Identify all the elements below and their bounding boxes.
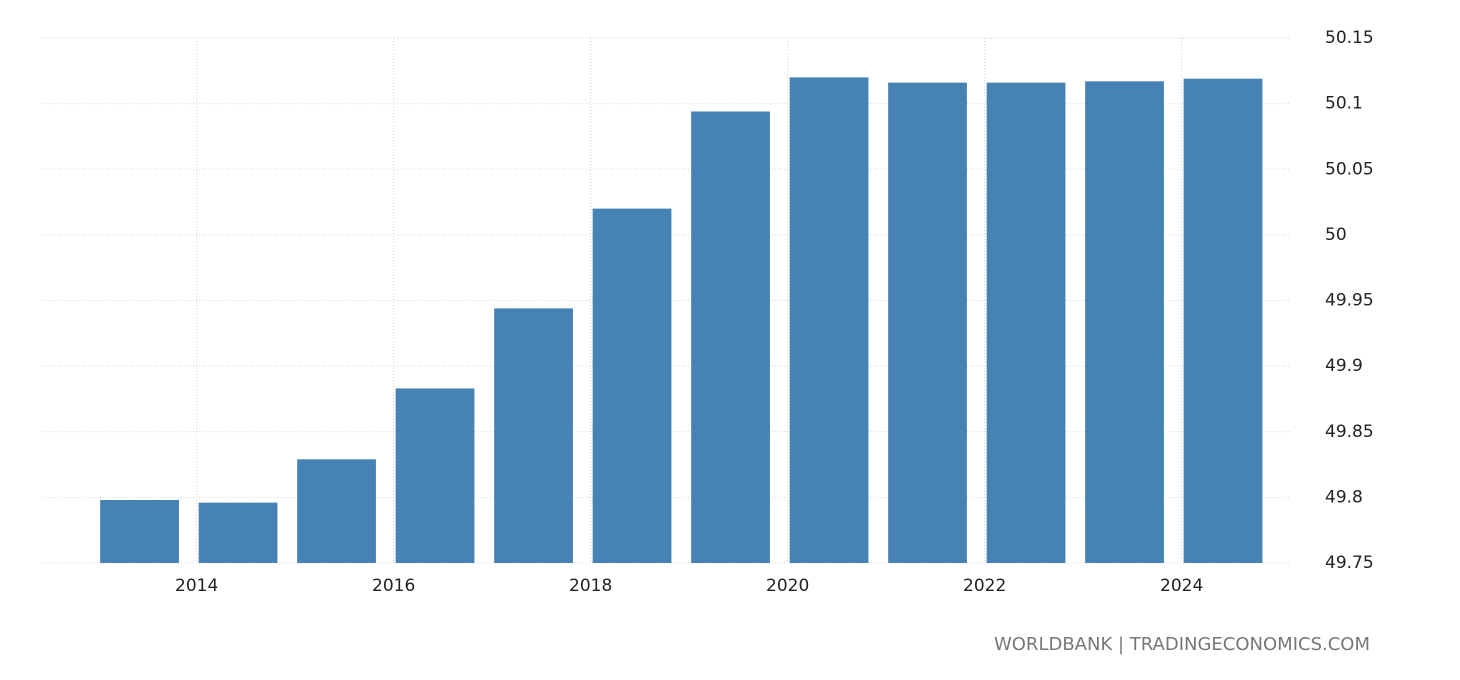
x-tick-label: 2022 [963,576,1006,596]
bar [1085,81,1164,563]
y-tick-label: 50 [1325,225,1347,245]
bar [592,208,672,563]
bar [789,77,869,563]
bar [100,500,179,563]
x-tick-label: 2016 [372,576,415,596]
bar [395,388,475,563]
y-tick-label: 49.95 [1325,291,1374,311]
x-tick-label: 2024 [1160,576,1203,596]
y-tick-label: 49.75 [1325,553,1374,573]
bar [198,502,278,563]
bar [297,459,376,563]
bar [986,82,1066,563]
y-tick-label: 49.85 [1325,422,1374,442]
y-tick-label: 49.8 [1325,487,1363,507]
bar [1183,78,1263,563]
y-tick-label: 50.1 [1325,94,1363,114]
bar [888,82,967,563]
bar [494,308,573,563]
bar [691,111,770,563]
y-tick-label: 50.15 [1325,28,1374,48]
x-tick-label: 2020 [766,576,809,596]
y-tick-label: 49.9 [1325,356,1363,376]
y-tick-label: 50.05 [1325,159,1374,179]
source: WORLDBANK | TRADINGECONOMICS.COM [994,634,1370,655]
x-tick-label: 2018 [569,576,612,596]
x-tick-label: 2014 [175,576,218,596]
